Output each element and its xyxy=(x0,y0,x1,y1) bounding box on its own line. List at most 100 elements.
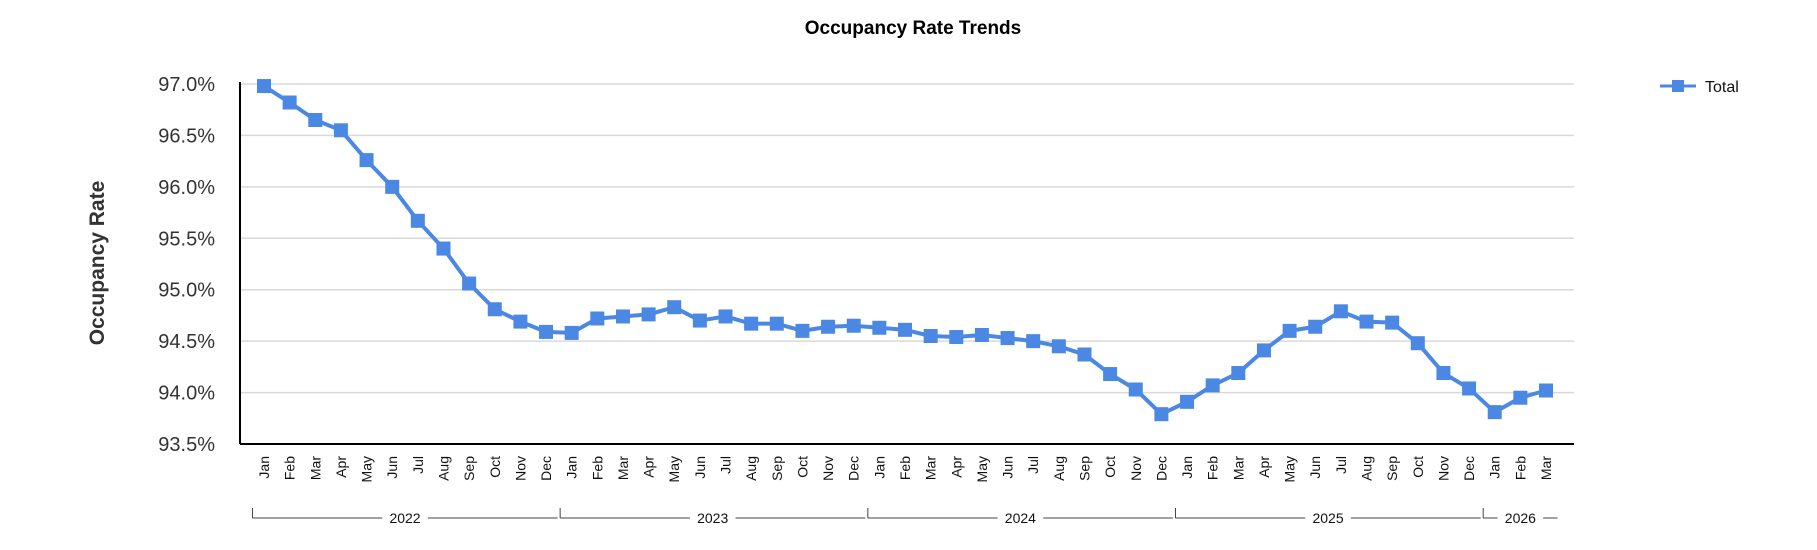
data-point-marker xyxy=(436,241,451,256)
x-tick-label: Dec xyxy=(846,456,862,481)
data-point-marker xyxy=(974,327,989,342)
x-tick-label: Nov xyxy=(1435,456,1451,481)
data-point-marker xyxy=(1128,382,1143,397)
y-tick-label: 95.5% xyxy=(158,228,215,250)
year-group-label: 2023 xyxy=(697,510,728,526)
legend-marker xyxy=(1672,80,1684,92)
data-point-marker xyxy=(667,300,682,315)
data-point-marker xyxy=(1051,339,1066,354)
data-point-marker xyxy=(1436,366,1451,381)
x-tick-label: Mar xyxy=(923,456,939,480)
x-tick-label: Apr xyxy=(641,456,657,478)
x-tick-label: Jun xyxy=(384,456,400,479)
data-point-marker xyxy=(1180,394,1195,409)
data-point-marker xyxy=(282,95,297,110)
x-tick-label: Jan xyxy=(1487,456,1503,479)
x-tick-label: Feb xyxy=(1205,456,1221,480)
x-tick-label: Nov xyxy=(512,456,528,481)
x-tick-label: Jul xyxy=(1025,456,1041,474)
x-tick-label: Aug xyxy=(1051,456,1067,481)
x-tick-label: Apr xyxy=(948,456,964,478)
data-point-marker xyxy=(410,213,425,228)
x-tick-label: Dec xyxy=(1153,456,1169,481)
x-tick-label: Jul xyxy=(718,456,734,474)
x-tick-label: Aug xyxy=(435,456,451,481)
data-point-marker xyxy=(1103,367,1118,382)
data-point-marker xyxy=(1513,390,1528,405)
x-tick-label: Sep xyxy=(1384,456,1400,481)
x-tick-label: Sep xyxy=(1076,456,1092,481)
x-tick-label: May xyxy=(666,456,682,482)
x-tick-label: Jan xyxy=(1179,456,1195,479)
data-point-marker xyxy=(308,113,323,127)
data-point-marker xyxy=(1308,319,1323,334)
data-point-marker xyxy=(615,309,630,324)
x-tick-label: Jan xyxy=(256,456,272,479)
data-point-marker xyxy=(257,79,271,94)
x-tick-label: Nov xyxy=(1128,456,1144,481)
data-point-marker xyxy=(1385,315,1400,330)
year-group-label: 2026 xyxy=(1505,510,1536,526)
y-tick-label: 94.5% xyxy=(158,331,215,353)
data-point-marker xyxy=(898,322,912,337)
x-tick-label: Mar xyxy=(615,456,631,480)
legend-label: Total xyxy=(1705,79,1739,96)
data-point-marker xyxy=(1077,347,1092,362)
data-point-marker xyxy=(1359,314,1374,329)
data-point-marker xyxy=(539,324,554,339)
x-tick-layer: Jan Feb Mar Apr May Jun Jul Aug Sep Oct Nov Dec Jan F… xyxy=(256,456,1554,483)
data-point-marker xyxy=(590,311,605,326)
data-point-marker xyxy=(1487,405,1502,420)
chart-title: Occupancy Rate Trends xyxy=(805,18,1021,39)
y-tick-label: 94.0% xyxy=(158,383,215,405)
y-axis-label: Occupancy Rate xyxy=(86,181,109,346)
data-point-marker xyxy=(1026,334,1041,349)
data-point-marker xyxy=(487,302,502,317)
y-tick-label: 96.0% xyxy=(158,177,215,199)
data-point-marker xyxy=(1205,378,1220,393)
data-point-marker xyxy=(1231,366,1246,381)
x-tick-label: Sep xyxy=(461,456,477,481)
y-tick-label: 96.5% xyxy=(158,125,215,147)
data-point-marker xyxy=(718,309,733,324)
x-tick-label: Oct xyxy=(794,456,810,478)
x-tick-label: May xyxy=(974,456,990,482)
data-point-marker xyxy=(1462,381,1477,396)
data-point-marker xyxy=(462,276,477,291)
x-tick-label: Mar xyxy=(1230,456,1246,480)
x-tick-label: Feb xyxy=(1512,456,1528,480)
data-point-marker xyxy=(949,330,964,345)
x-tick-label: Feb xyxy=(897,456,913,480)
x-tick-label: Mar xyxy=(307,456,323,480)
x-tick-label: Oct xyxy=(487,456,503,478)
grid-layer xyxy=(240,83,1574,394)
data-point-marker xyxy=(641,307,656,322)
x-tick-label: Jun xyxy=(692,456,708,479)
year-group-layer: 2022 2023 2024 2025 2026 xyxy=(251,508,1558,526)
x-tick-label: Nov xyxy=(820,456,836,481)
x-tick-label: Jul xyxy=(410,456,426,474)
data-point-marker xyxy=(1333,304,1348,319)
year-group-label: 2025 xyxy=(1312,510,1343,526)
axis-layer: 97.0% 96.5% 96.0% 95.5% 95.0% 94.5% 94.0% 93.5% xyxy=(158,74,1574,456)
data-point-marker xyxy=(872,320,887,335)
y-tick-label: 97.0% xyxy=(158,74,215,96)
data-point-marker xyxy=(564,325,579,340)
x-tick-label: Feb xyxy=(282,456,298,480)
data-point-marker xyxy=(1282,323,1297,338)
x-tick-label: Oct xyxy=(1102,456,1118,478)
x-tick-label: Feb xyxy=(589,456,605,480)
data-point-marker xyxy=(385,179,400,194)
x-tick-label: Jan xyxy=(564,456,580,479)
data-point-marker xyxy=(1256,343,1271,358)
year-group-label: 2024 xyxy=(1005,510,1036,526)
x-tick-label: Apr xyxy=(333,456,349,478)
data-point-marker xyxy=(846,318,861,333)
x-tick-label: Sep xyxy=(769,456,785,481)
data-point-marker xyxy=(513,314,528,329)
year-group-label: 2022 xyxy=(389,510,420,526)
x-tick-label: Jan xyxy=(871,456,887,479)
data-point-marker xyxy=(1154,407,1169,422)
